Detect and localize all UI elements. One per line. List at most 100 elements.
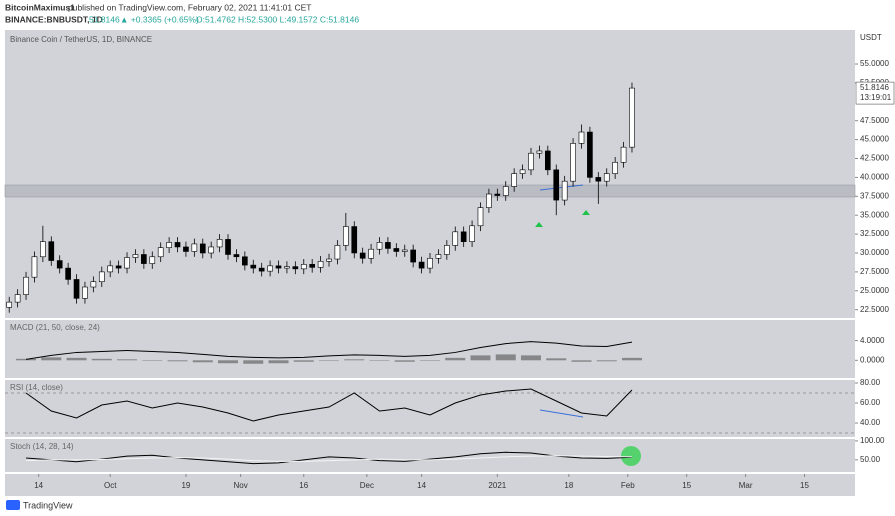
candle-body [225, 239, 231, 255]
candle-body [595, 177, 602, 182]
y-tick-label: 25.0000 [860, 286, 889, 295]
histogram-bar [571, 360, 592, 362]
candle-body [40, 241, 46, 258]
support-zone [4, 184, 856, 198]
candle-body [401, 249, 408, 252]
candle-body [292, 266, 299, 270]
candle-body [359, 252, 366, 259]
rsi-divergence-line [539, 409, 584, 418]
candle-body [191, 243, 198, 252]
footer-brand: TradingView [23, 500, 73, 510]
candle-body [351, 226, 358, 254]
indicator-line [26, 455, 632, 462]
candle-body [115, 265, 122, 269]
x-tick-label: 14 [417, 481, 426, 490]
candle-body [317, 261, 324, 268]
candle-body [385, 242, 391, 249]
candle-body [107, 265, 114, 273]
histogram-bar [520, 355, 541, 361]
candle-body [233, 254, 240, 258]
published-info: published on TradingView.com, February 0… [68, 2, 312, 12]
candle-body [578, 131, 585, 144]
candle-body [553, 169, 560, 201]
candle-body [208, 246, 215, 254]
candle-body [242, 256, 248, 266]
x-tick-label: 15 [800, 481, 809, 490]
y-tick-label: 22.5000 [860, 305, 889, 314]
last-price-box [855, 81, 895, 105]
candle-body [183, 246, 189, 252]
candle-body [174, 242, 181, 248]
histogram-bar [445, 357, 466, 361]
candle-body [469, 225, 475, 242]
y-tick-label: 40.00 [860, 418, 881, 427]
candle-body [166, 242, 172, 249]
y-tick-label: 45.0000 [860, 135, 889, 144]
y-tick-label: 42.5000 [860, 154, 889, 163]
candle-body [31, 256, 38, 278]
histogram-bar [167, 360, 188, 362]
candle-body [477, 207, 484, 227]
candle-body [418, 261, 425, 269]
rsi-pane [5, 380, 855, 437]
candle-body [460, 231, 467, 242]
candle-body [90, 281, 97, 288]
y-tick-label: 0.0000 [860, 355, 885, 364]
indicator-line [25, 341, 633, 360]
candle-body [452, 231, 459, 246]
histogram-bar [218, 360, 239, 364]
candle-body [494, 193, 501, 196]
y-tick-label: 37.5000 [860, 191, 889, 200]
histogram-bar [596, 360, 617, 362]
time-axis [5, 474, 855, 496]
candle-body [343, 226, 349, 246]
candle-body [98, 271, 105, 283]
candle-body [65, 267, 71, 280]
candle-body [612, 161, 618, 174]
x-tick-label: 19 [181, 481, 190, 490]
signal-triangle [535, 222, 543, 227]
candle-body [149, 256, 156, 264]
x-tick-label: 16 [299, 481, 308, 490]
candle-body [629, 87, 635, 148]
pane-legend: Binance Coin / TetherUS, 1D, BINANCE [10, 35, 152, 44]
histogram-bar [117, 359, 138, 361]
candle-body [73, 279, 80, 299]
candle-body [56, 260, 63, 269]
candle-body [48, 241, 55, 261]
candle-body [6, 301, 13, 308]
candle-body [536, 150, 543, 154]
candle-body [376, 242, 383, 250]
y-tick-label: 4.0000 [860, 336, 885, 345]
macd-pane [5, 320, 855, 378]
candle-body [486, 193, 492, 208]
candle-body [511, 173, 517, 187]
last-price-label: 51.8146 [860, 83, 889, 92]
footer-logo: TradingView [6, 500, 73, 510]
divergence-line [539, 184, 584, 191]
histogram-bar [344, 359, 365, 361]
logo-icon [6, 500, 20, 510]
candle-body [216, 239, 223, 248]
candle-body [561, 180, 568, 201]
histogram-bar [293, 360, 314, 362]
publisher: BitcoinMaximus1 [5, 2, 75, 12]
x-tick-label: Oct [104, 481, 117, 490]
candle-body [82, 286, 88, 299]
candle-body [427, 257, 433, 269]
candle-body [435, 254, 442, 259]
candle-body [528, 152, 534, 171]
candle-body [199, 243, 206, 254]
candle-body [544, 150, 551, 171]
candle-body [267, 265, 273, 272]
x-tick-label: 18 [564, 481, 573, 490]
histogram-bar [243, 360, 264, 364]
candle-body [410, 249, 416, 263]
pane-title: RSI (14, close) [10, 383, 63, 392]
y-tick-label: 55.0000 [860, 59, 889, 68]
histogram-bar [394, 360, 415, 362]
price-pane [5, 30, 855, 318]
histogram-bar [369, 360, 390, 361]
candle-body [275, 265, 282, 269]
